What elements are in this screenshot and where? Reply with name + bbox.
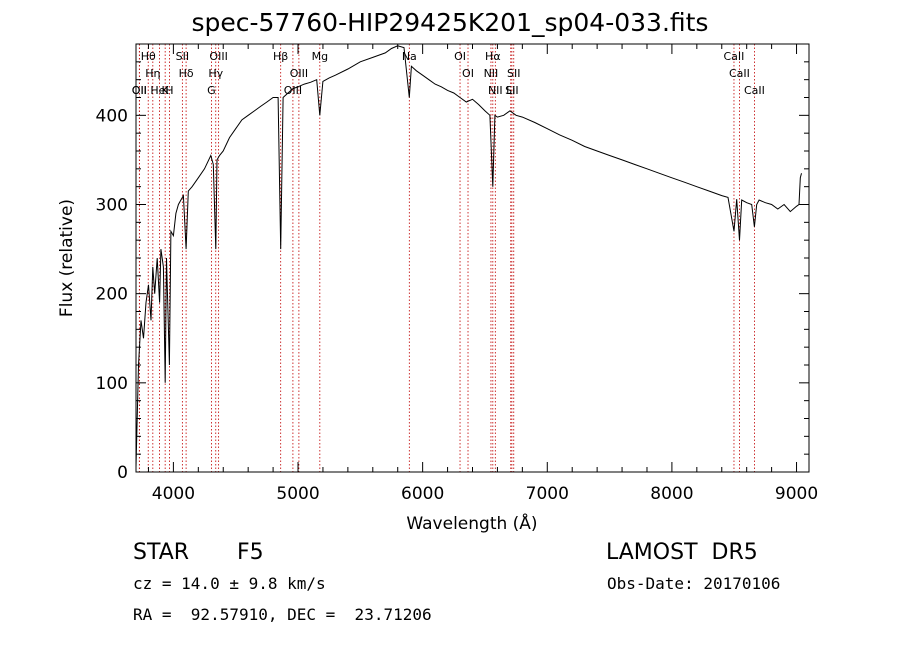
y-tick-label-1: 100 <box>96 374 128 394</box>
spectral-line-markers <box>138 44 755 472</box>
line-label-18: OI <box>462 67 474 80</box>
line-label-5: K <box>162 84 170 97</box>
y-tick-label-3: 300 <box>96 196 128 216</box>
line-label-0: Hθ <box>141 50 156 63</box>
line-label-10: Hγ <box>208 67 223 80</box>
spectrum-line <box>135 45 802 468</box>
x-axis-label: Wavelength (Å) <box>406 512 537 534</box>
obs-date: Obs-Date: 20170106 <box>607 574 781 593</box>
y-tick-label-2: 200 <box>96 285 128 305</box>
chart-title: spec-57760-HIP29425K201_sp04-033.fits <box>191 8 709 37</box>
x-axis-ticks: 4000 5000 6000 7000 8000 9000 <box>147 44 818 504</box>
y-tick-label-0: 0 <box>117 463 128 483</box>
line-label-17: OI <box>454 50 466 63</box>
line-label-7: SII <box>176 50 189 63</box>
x-tick-label-2: 6000 <box>401 484 444 504</box>
line-label-1: Hη <box>145 67 160 80</box>
line-label-4: HeI <box>150 84 168 97</box>
y-axis-label: Flux (relative) <box>57 199 77 317</box>
y-axis-ticks: 0 100 200 300 400 <box>96 61 809 483</box>
x-tick-label-4: 8000 <box>650 484 693 504</box>
line-label-13: OIII <box>290 67 308 80</box>
x-tick-label-3: 7000 <box>526 484 569 504</box>
line-label-25: CaII <box>724 50 745 63</box>
x-tick-label-1: 5000 <box>276 484 319 504</box>
line-label-27: CaII <box>744 84 765 97</box>
line-label-15: Mg <box>312 50 328 63</box>
line-label-23: Li <box>506 84 515 97</box>
line-label-26: CaII <box>729 67 750 80</box>
line-label-6: H <box>165 84 173 97</box>
line-label-22: SII <box>505 84 518 97</box>
line-label-3: OII <box>132 84 147 97</box>
redshift-readout: cz = 14.0 ± 9.8 km/s <box>133 574 326 593</box>
line-label-21: NII <box>488 84 503 97</box>
line-label-24: SII <box>507 67 520 80</box>
line-label-20: NII <box>484 67 499 80</box>
plot-frame <box>135 43 810 473</box>
x-tick-label-5: 9000 <box>775 484 818 504</box>
object-type: STAR <box>133 540 190 565</box>
coordinates: RA = 92.57910, DEC = 23.71206 <box>133 605 432 624</box>
x-tick-label-0: 4000 <box>152 484 195 504</box>
line-label-12: Hβ <box>273 50 288 63</box>
line-label-19: Hα <box>485 50 501 63</box>
y-tick-label-4: 400 <box>96 106 128 126</box>
line-label-9: OIII <box>209 50 227 63</box>
survey-name: LAMOST DR5 <box>606 540 758 565</box>
line-label-11: G <box>207 84 216 97</box>
line-label-8: Hδ <box>179 67 194 80</box>
spectral-subclass: F5 <box>237 540 264 565</box>
